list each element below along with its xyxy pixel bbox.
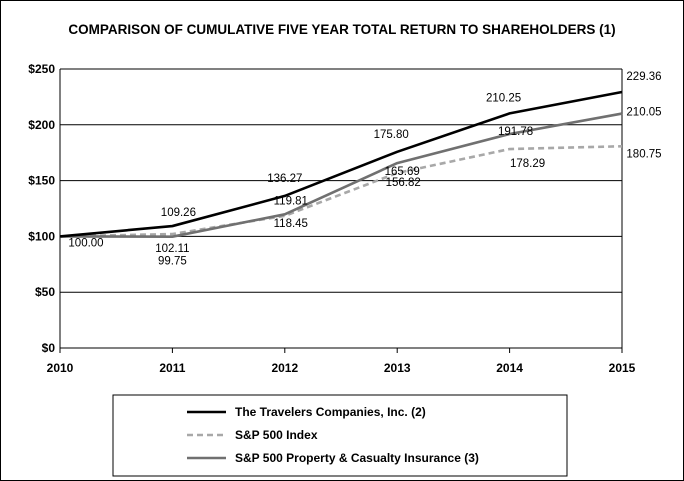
data-label: 118.45: [274, 218, 308, 230]
x-tick-label: 2014: [496, 361, 523, 375]
legend: The Travelers Companies, Inc. (2) S&P 500…: [112, 394, 568, 477]
data-label: 210.25: [486, 92, 521, 104]
series-line-2: [59, 112, 623, 238]
x-tick-label: 2015: [609, 361, 636, 375]
data-label: 100.00: [68, 237, 103, 249]
legend-label-1: S&P 500 Index: [235, 428, 318, 442]
data-label: 156.82: [386, 177, 421, 189]
y-tick-label: $100: [28, 229, 55, 243]
data-label: 99.75: [158, 256, 187, 268]
data-label: 109.26: [161, 207, 196, 219]
data-label: 102.11: [155, 243, 189, 255]
y-tick-label: $0: [42, 341, 56, 355]
axes: $0 $50 $100 $150 $200 $250 2010 2011 2012 2013 201…: [28, 62, 635, 375]
data-label: 165.69: [385, 166, 420, 178]
x-tick-label: 2013: [384, 361, 411, 375]
y-tick-label: $250: [28, 62, 55, 76]
y-tick-label: $150: [28, 174, 55, 188]
series-line-1: [59, 144, 623, 238]
legend-label-2: S&P 500 Property & Casualty Insurance (3…: [235, 451, 479, 465]
x-tick-label: 2010: [47, 361, 74, 375]
data-label: 136.27: [267, 173, 302, 185]
x-tick-label: 2011: [159, 361, 185, 375]
series-line-0: [59, 90, 623, 238]
data-label: 229.36: [626, 71, 661, 83]
data-label: 175.80: [374, 129, 409, 141]
y-tick-label: $50: [35, 285, 55, 299]
data-labels: 100.00 109.26 136.27 175.80 210.25 229.36 102.…: [68, 71, 661, 268]
chart-title: COMPARISON OF CUMULATIVE FIVE YEAR TOTAL…: [68, 22, 615, 37]
data-label: 180.75: [626, 148, 661, 160]
data-label: 178.29: [510, 158, 545, 170]
data-label: 191.78: [498, 126, 533, 138]
legend-label-0: The Travelers Companies, Inc. (2): [235, 405, 426, 419]
data-label: 119.81: [274, 195, 308, 207]
grid: [60, 68, 622, 349]
x-tick-label: 2012: [271, 361, 298, 375]
series-lines: [59, 90, 623, 238]
y-tick-label: $200: [28, 118, 55, 132]
data-label: 210.05: [626, 107, 661, 119]
